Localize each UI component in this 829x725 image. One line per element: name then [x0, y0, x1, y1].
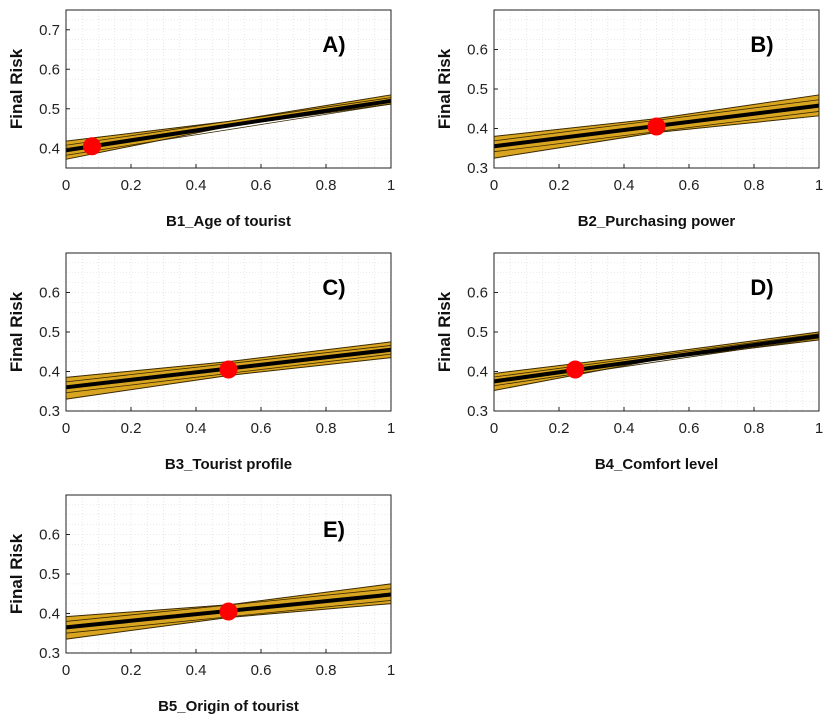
y-tick-label: 0.4: [39, 140, 60, 157]
x-tick-label: 0.2: [549, 177, 570, 194]
x-tick-label: 0.6: [251, 420, 272, 437]
y-tick-label: 0.3: [467, 160, 488, 177]
y-tick-label: 0.6: [39, 527, 60, 544]
y-axis-label: Final Risk: [7, 291, 26, 372]
chart-a-svg: 0 0.2 0.4 0.6 0.8 1 0.4 0.5 0.6 0.7 B1_Age of tour…: [7, 9, 395, 230]
current-value-marker: [219, 602, 238, 621]
x-tick-label: 1: [815, 177, 823, 194]
mean-line: [65, 98, 392, 153]
band-inner-line-lower: [493, 337, 820, 387]
chart-b-svg: 0 0.2 0.4 0.6 0.8 1 0.3 0.4 0.5 0.6 B2_Purchasing …: [435, 9, 823, 230]
y-tick-label: 0.4: [467, 364, 488, 381]
x-axis-label: B4_Comfort level: [595, 456, 718, 473]
y-tick-label: 0.6: [467, 42, 488, 59]
y-axis-label: Final Risk: [7, 48, 26, 129]
x-tick-label: 0.4: [186, 177, 207, 194]
chart-d-svg: 0 0.2 0.4 0.6 0.8 1 0.3 0.4 0.5 0.6 B4_Comfort lev…: [435, 252, 823, 473]
subplot-e: 0 0.2 0.4 0.6 0.8 1 0.3 0.4 0.5 0.6 B5_Origin of t…: [0, 485, 400, 725]
y-tick-label: 0.5: [467, 324, 488, 341]
panel-label: A): [322, 32, 345, 57]
x-tick-label: 0: [62, 420, 70, 437]
x-axis-label: B1_Age of tourist: [166, 213, 291, 230]
current-value-marker: [83, 137, 101, 156]
x-tick-label: 0.6: [679, 177, 700, 194]
y-axis-label: Final Risk: [7, 533, 26, 614]
x-tick-label: 0.8: [744, 420, 765, 437]
x-tick-label: 0.2: [121, 420, 142, 437]
x-tick-label: 0.8: [316, 177, 337, 194]
y-tick-label: 0.4: [39, 364, 60, 381]
y-tick-label: 0.6: [39, 61, 60, 78]
x-axis-label: B3_Tourist profile: [165, 456, 292, 473]
x-tick-label: 0.2: [121, 662, 142, 679]
x-tick-label: 0.8: [316, 662, 337, 679]
x-tick-label: 0.4: [614, 420, 635, 437]
y-axis-label: Final Risk: [435, 291, 454, 372]
y-tick-label: 0.3: [39, 645, 60, 662]
band-inner-line-upper: [493, 333, 820, 378]
x-tick-label: 1: [387, 177, 395, 194]
axes-frame: [65, 9, 392, 169]
y-tick-label: 0.5: [467, 81, 488, 98]
y-tick-label: 0.3: [467, 403, 488, 420]
current-value-marker: [566, 360, 585, 379]
current-value-marker: [219, 360, 238, 379]
y-tick-label: 0.6: [39, 285, 60, 302]
x-tick-label: 0: [490, 177, 498, 194]
subplot-d: 0 0.2 0.4 0.6 0.8 1 0.3 0.4 0.5 0.6 B4_Comfort lev…: [428, 243, 828, 483]
y-tick-label: 0.4: [467, 121, 488, 138]
panel-label: D): [750, 275, 773, 300]
band-inner-line-lower: [65, 103, 392, 156]
y-tick-label: 0.5: [39, 101, 60, 118]
x-tick-label: 0.2: [549, 420, 570, 437]
x-tick-label: 0.4: [186, 662, 207, 679]
mean-line: [493, 333, 820, 384]
subplot-c: 0 0.2 0.4 0.6 0.8 1 0.3 0.4 0.5 0.6 B3_Tourist pro…: [0, 243, 400, 483]
y-tick-label: 0.5: [39, 566, 60, 583]
x-tick-label: 1: [387, 662, 395, 679]
x-tick-label: 1: [815, 420, 823, 437]
x-tick-label: 0.2: [121, 177, 142, 194]
chart-e-svg: 0 0.2 0.4 0.6 0.8 1 0.3 0.4 0.5 0.6 B5_Origin of t…: [7, 494, 395, 715]
x-tick-label: 1: [387, 420, 395, 437]
x-tick-label: 0: [62, 662, 70, 679]
x-tick-label: 0.6: [251, 662, 272, 679]
subplot-a: 0 0.2 0.4 0.6 0.8 1 0.4 0.5 0.6 0.7 B1_Age of tour…: [0, 0, 400, 240]
x-tick-label: 0.6: [679, 420, 700, 437]
x-tick-label: 0.8: [316, 420, 337, 437]
y-tick-label: 0.7: [39, 22, 60, 39]
band-inner-line-upper: [65, 97, 392, 146]
y-axis-label: Final Risk: [435, 48, 454, 129]
subplot-b: 0 0.2 0.4 0.6 0.8 1 0.3 0.4 0.5 0.6 B2_Purchasing …: [428, 0, 828, 240]
x-tick-label: 0.4: [614, 177, 635, 194]
x-tick-label: 0.6: [251, 177, 272, 194]
y-tick-label: 0.3: [39, 403, 60, 420]
chart-c-svg: 0 0.2 0.4 0.6 0.8 1 0.3 0.4 0.5 0.6 B3_Tourist pro…: [7, 252, 395, 473]
x-tick-label: 0: [490, 420, 498, 437]
panel-label: E): [323, 517, 345, 542]
x-axis-label: B5_Origin of tourist: [158, 698, 299, 715]
x-tick-label: 0.4: [186, 420, 207, 437]
x-axis-label: B2_Purchasing power: [578, 213, 736, 230]
x-tick-label: 0: [62, 177, 70, 194]
x-tick-label: 0.8: [744, 177, 765, 194]
current-value-marker: [647, 117, 666, 136]
panel-label: C): [322, 275, 345, 300]
y-tick-label: 0.4: [39, 606, 60, 623]
y-tick-label: 0.5: [39, 324, 60, 341]
y-tick-label: 0.6: [467, 285, 488, 302]
panel-label: B): [750, 32, 773, 57]
